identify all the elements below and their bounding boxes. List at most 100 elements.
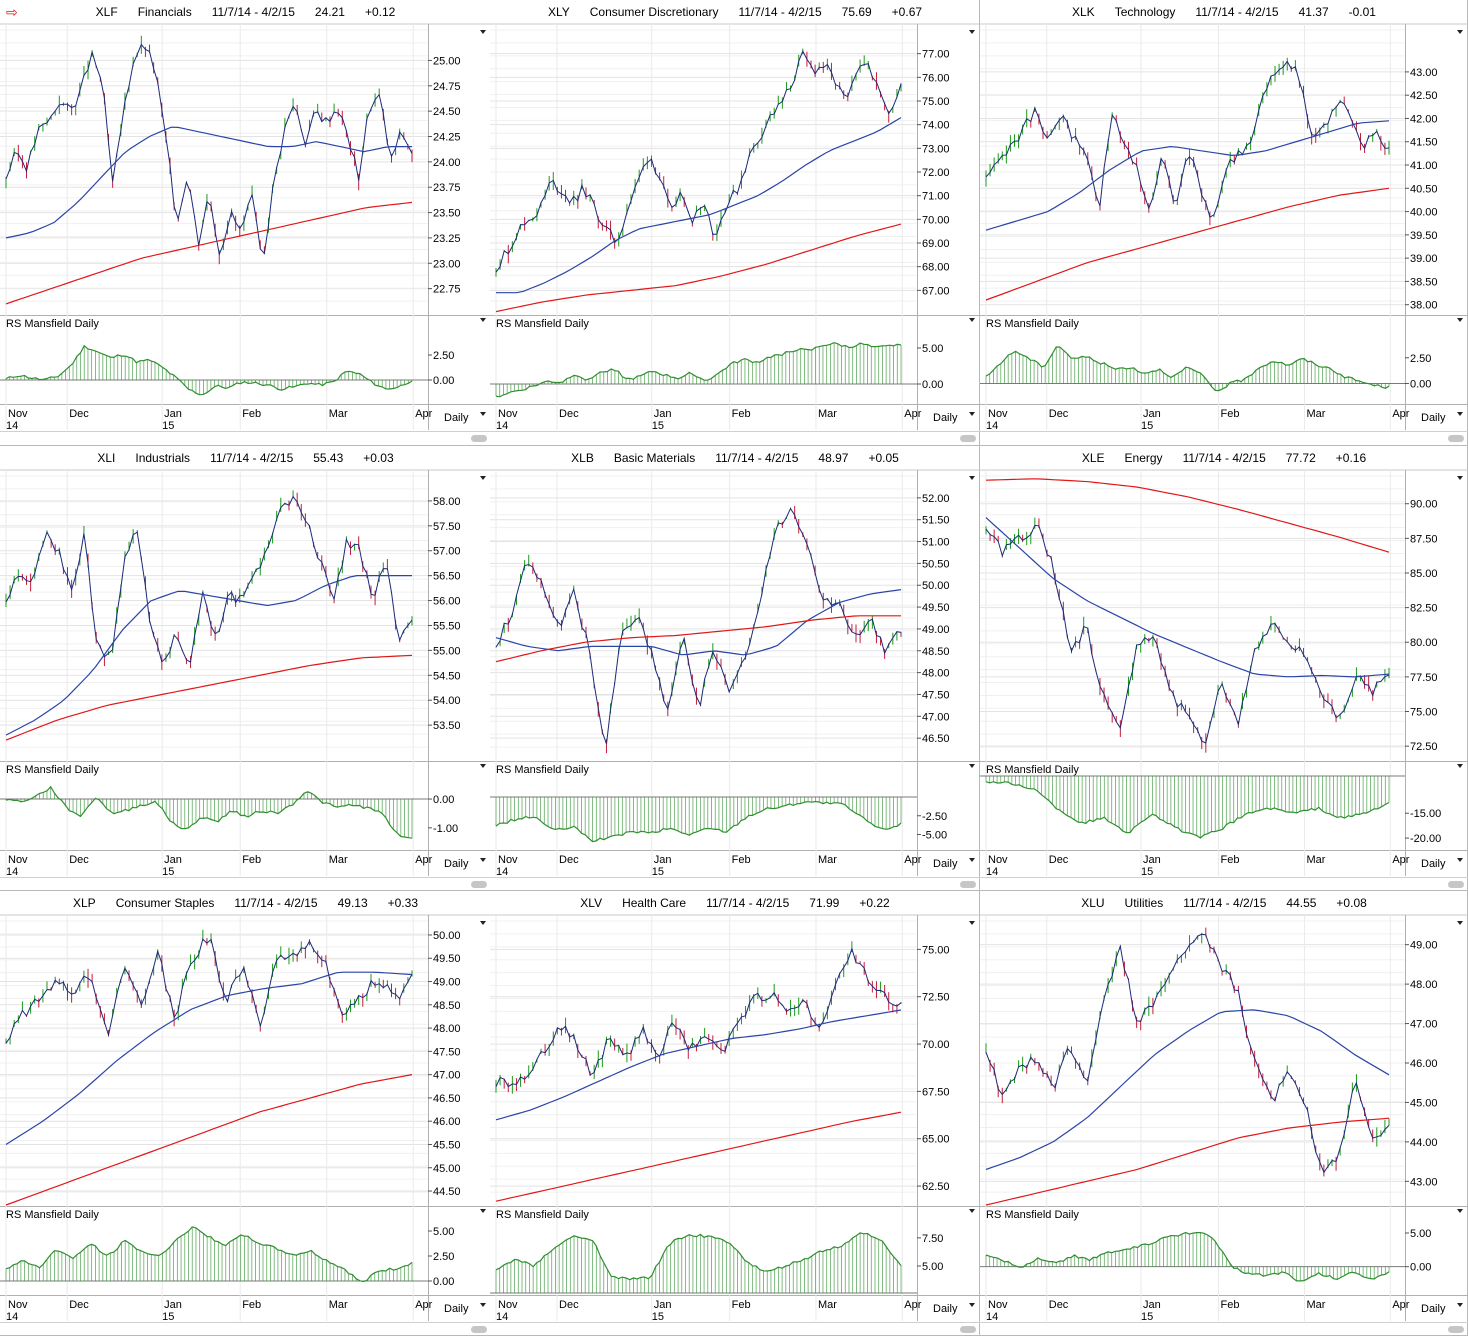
rs-line	[495, 341, 902, 398]
dropdown-arrow-icon	[480, 1303, 486, 1307]
chart-panel-xlf: XLF Financials 11/7/14 - 4/2/15 24.21 +0.12 ⇨…	[0, 0, 491, 446]
year-label: 14	[986, 1311, 998, 1323]
chart-svg: 90.00 87.50 85.00 82.50 80.00 77.50 75.00 72.50…	[980, 469, 1468, 888]
dropdown-arrow-icon	[969, 921, 975, 925]
rs-label: RS Mansfield Daily	[6, 318, 99, 330]
ma-long-line	[495, 223, 902, 313]
y-tick-label: 72.50	[922, 992, 950, 1004]
header-symbol: XLF	[95, 5, 118, 19]
rs-tick-label: 2.50	[433, 1251, 454, 1263]
y-tick-label: 80.00	[1410, 637, 1438, 649]
chart-header: XLP Consumer Staples 11/7/14 - 4/2/15 49.13…	[0, 891, 491, 915]
y-tick-label: 22.75	[433, 284, 461, 296]
scroll-thumb[interactable]	[471, 881, 487, 888]
y-tick-label: 87.50	[1410, 533, 1438, 545]
header-name: Utilities	[1124, 896, 1164, 910]
ma-short-line	[495, 589, 902, 656]
header-change: +0.08	[1336, 896, 1367, 910]
y-tick-label: 23.00	[433, 258, 461, 270]
rs-tick-label: 2.50	[1410, 353, 1431, 365]
rs-tick-label: 5.00	[1410, 1228, 1431, 1240]
header-symbol: XLY	[547, 5, 570, 19]
month-label: Jan	[654, 1299, 672, 1311]
rs-label: RS Mansfield Daily	[496, 318, 589, 330]
month-label: Nov	[498, 408, 518, 420]
header-range: 11/7/14 - 4/2/15	[1182, 451, 1266, 465]
ma-short-line	[5, 126, 412, 239]
month-label: Mar	[329, 1299, 348, 1311]
y-tick-label: 48.00	[433, 1023, 461, 1035]
header-range: 11/7/14 - 4/2/15	[1195, 5, 1279, 19]
y-tick-label: 85.00	[1410, 568, 1438, 580]
year-label: 14	[6, 866, 18, 878]
rs-tick-label: 0.00	[1410, 1262, 1431, 1274]
header-range: 11/7/14 - 4/2/15	[234, 896, 318, 910]
ma-short-line	[496, 117, 902, 294]
header-name: Basic Materials	[613, 451, 696, 465]
period-label: Daily	[1421, 1303, 1446, 1315]
y-tick-label: 72.00	[922, 167, 950, 179]
chart-header: XLU Utilities 11/7/14 - 4/2/15 44.55 +0.08	[980, 891, 1468, 915]
month-label: Jan	[1143, 1299, 1161, 1311]
scroll-thumb[interactable]	[1448, 435, 1464, 442]
scroll-thumb[interactable]	[960, 435, 976, 442]
month-label: Mar	[818, 854, 837, 866]
y-tick-label: 45.00	[1410, 1097, 1438, 1109]
scroll-thumb[interactable]	[1448, 881, 1464, 888]
month-label: Nov	[988, 408, 1008, 420]
year-label: 15	[652, 1311, 664, 1323]
rs-bars	[5, 1226, 413, 1282]
dropdown-arrow-icon	[1457, 1209, 1463, 1213]
ma-short-line	[495, 1009, 902, 1121]
chart-panel-xlp: XLP Consumer Staples 11/7/14 - 4/2/15 49.13…	[0, 891, 491, 1336]
year-label: 15	[652, 866, 664, 878]
flag-arrow-icon[interactable]: ⇨	[6, 4, 18, 20]
rs-bars	[985, 347, 1390, 391]
y-tick-label: 58.00	[433, 496, 461, 508]
y-tick-label: 53.50	[433, 720, 461, 732]
scroll-thumb[interactable]	[1448, 1326, 1464, 1333]
dropdown-arrow-icon	[480, 1209, 486, 1213]
header-range: 11/7/14 - 4/2/15	[210, 451, 294, 465]
y-tick-label: 45.50	[433, 1139, 461, 1151]
scroll-thumb[interactable]	[960, 1326, 976, 1333]
y-tick-label: 48.50	[433, 1000, 461, 1012]
rs-line	[5, 785, 413, 839]
y-tick-label: 77.00	[922, 49, 950, 61]
rs-bars	[495, 342, 902, 397]
chart-panel-xle: XLE Energy 11/7/14 - 4/2/15 77.72 +0.16 90.00…	[980, 446, 1468, 891]
y-tick-label: 48.00	[1410, 979, 1438, 991]
rs-label: RS Mansfield Daily	[6, 1209, 99, 1221]
scroll-thumb[interactable]	[960, 881, 976, 888]
period-label: Daily	[933, 858, 958, 870]
chart-header: XLV Health Care 11/7/14 - 4/2/15 71.99 +0.22	[490, 891, 980, 915]
chart-header: XLE Energy 11/7/14 - 4/2/15 77.72 +0.16	[980, 446, 1468, 470]
dropdown-arrow-icon	[969, 1303, 975, 1307]
header-name: Technology	[1114, 5, 1176, 19]
header-last: 75.69	[841, 5, 872, 19]
month-label: Apr	[904, 408, 921, 420]
scroll-thumb[interactable]	[471, 435, 487, 442]
y-tick-label: 54.00	[433, 695, 461, 707]
y-tick-label: 47.00	[433, 1070, 461, 1082]
y-tick-label: 23.25	[433, 233, 461, 245]
header-last: 77.72	[1285, 451, 1316, 465]
rs-label: RS Mansfield Daily	[496, 1209, 589, 1221]
month-label: Apr	[1392, 1299, 1409, 1311]
chart-svg: 50.00 49.50 49.00 48.50 48.00 47.50 47.00 46.50…	[0, 914, 491, 1333]
y-tick-label: 24.50	[433, 106, 461, 118]
dropdown-arrow-icon	[1457, 921, 1463, 925]
period-label: Daily	[933, 412, 958, 424]
dropdown-arrow-icon	[1457, 1303, 1463, 1307]
header-last: 44.55	[1286, 896, 1317, 910]
period-label: Daily	[444, 858, 469, 870]
year-label: 15	[162, 1311, 174, 1323]
y-tick-label: 70.00	[922, 1039, 950, 1051]
y-tick-label: 45.00	[433, 1163, 461, 1175]
y-tick-label: 24.75	[433, 81, 461, 93]
ma-long-line	[985, 478, 1390, 553]
y-tick-label: 38.00	[1410, 300, 1438, 312]
scroll-thumb[interactable]	[471, 1326, 487, 1333]
month-label: Mar	[329, 408, 348, 420]
price-line	[495, 947, 902, 1088]
